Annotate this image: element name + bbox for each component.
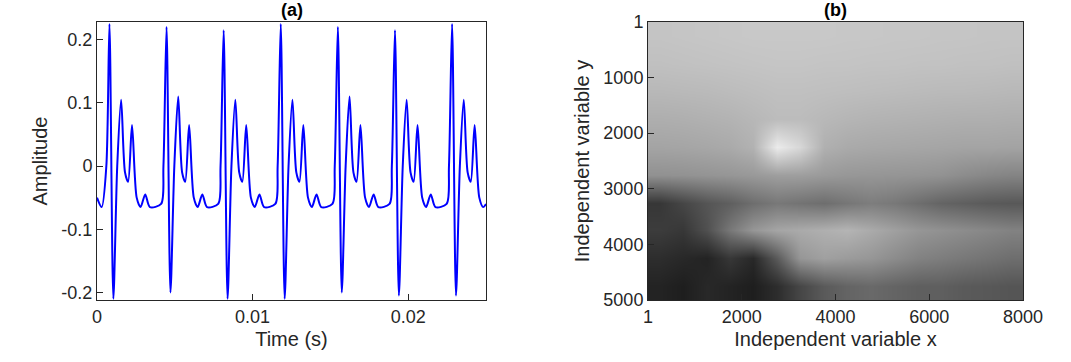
svg-text:1: 1 [633, 12, 643, 32]
svg-text:0: 0 [82, 156, 92, 176]
svg-text:6000: 6000 [909, 307, 949, 327]
svg-text:Amplitude: Amplitude [29, 117, 51, 206]
svg-text:5000: 5000 [603, 290, 643, 310]
svg-text:(a): (a) [281, 0, 303, 20]
svg-text:1000: 1000 [603, 68, 643, 88]
svg-text:-0.2: -0.2 [61, 283, 92, 303]
svg-text:-0.1: -0.1 [61, 220, 92, 240]
svg-text:0.1: 0.1 [67, 93, 92, 113]
svg-text:1: 1 [643, 307, 653, 327]
svg-text:Time (s): Time (s) [255, 328, 328, 350]
svg-text:0.01: 0.01 [235, 307, 270, 327]
svg-text:(b): (b) [824, 0, 847, 20]
svg-text:0: 0 [92, 307, 102, 327]
svg-text:4000: 4000 [603, 235, 643, 255]
svg-text:Independent variable y: Independent variable y [571, 60, 593, 262]
svg-text:0.2: 0.2 [67, 30, 92, 50]
svg-text:2000: 2000 [722, 307, 762, 327]
svg-text:4000: 4000 [815, 307, 855, 327]
svg-text:3000: 3000 [603, 179, 643, 199]
svg-text:2000: 2000 [603, 123, 643, 143]
svg-text:0.02: 0.02 [391, 307, 426, 327]
svg-text:8000: 8000 [1003, 307, 1043, 327]
svg-text:Independent variable x: Independent variable x [734, 328, 936, 350]
